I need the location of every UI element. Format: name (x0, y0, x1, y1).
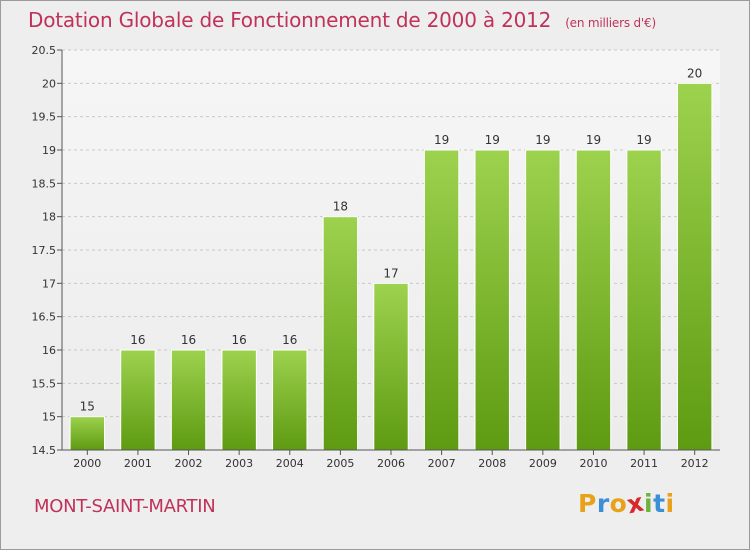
title-text: Dotation Globale de Fonctionnement de 20… (28, 8, 552, 32)
data-label-2009: 19 (535, 133, 550, 147)
x-tick-label-2001: 2001 (124, 457, 152, 470)
x-tick-label-2002: 2002 (175, 457, 203, 470)
x-tick-label-2005: 2005 (326, 457, 354, 470)
logo-letter: o (609, 489, 628, 518)
y-tick-label: 18 (42, 211, 56, 224)
y-tick-label: 15.5 (32, 377, 57, 390)
y-tick-label: 17.5 (32, 244, 57, 257)
data-label-2000: 15 (80, 400, 95, 414)
y-tick-label: 17 (42, 277, 56, 290)
y-tick-label: 18.5 (32, 177, 57, 190)
data-label-2001: 16 (130, 333, 145, 347)
data-label-2004: 16 (282, 333, 297, 347)
x-tick-label-2011: 2011 (630, 457, 658, 470)
data-label-2007: 19 (434, 133, 449, 147)
x-tick-label-2006: 2006 (377, 457, 405, 470)
bar-2010 (575, 149, 612, 451)
y-tick-label: 14.5 (32, 444, 57, 457)
bar-2007 (423, 149, 460, 451)
x-tick-label-2000: 2000 (73, 457, 101, 470)
data-label-2005: 18 (333, 200, 348, 214)
y-tick-label: 16 (42, 344, 56, 357)
data-label-2010: 19 (586, 133, 601, 147)
data-label-2008: 19 (485, 133, 500, 147)
x-tick-label-2012: 2012 (681, 457, 709, 470)
x-tick-label-2007: 2007 (428, 457, 456, 470)
chart-title: Dotation Globale de Fonctionnement de 20… (28, 8, 656, 32)
bar-2003 (221, 349, 257, 451)
y-tick-label: 19.5 (32, 111, 57, 124)
proxiti-logo: Proxiti (578, 488, 675, 520)
bar-2001 (120, 349, 156, 451)
logo-letter: P (578, 489, 597, 518)
logo-letter: t (653, 489, 666, 518)
bar-2000 (69, 416, 106, 451)
x-tick-label-2010: 2010 (579, 457, 607, 470)
unit-label: (en milliers d'€) (565, 16, 656, 30)
bar-2004 (272, 349, 308, 451)
x-tick-label-2008: 2008 (478, 457, 506, 470)
data-label-2003: 16 (232, 333, 247, 347)
logo-letter: i (644, 489, 654, 518)
bar-2006 (373, 282, 409, 451)
y-tick-label: 16.5 (32, 311, 57, 324)
logo-letter: i (665, 489, 675, 518)
bar-2011 (626, 149, 662, 451)
x-tick-label-2009: 2009 (529, 457, 557, 470)
data-label-2011: 19 (636, 133, 651, 147)
y-tick-label: 15 (42, 411, 56, 424)
bar-2012 (676, 82, 713, 451)
commune-name: MONT-SAINT-MARTIN (34, 496, 216, 517)
logo-letter: r (596, 489, 610, 518)
bar-2005 (322, 216, 359, 451)
bar-2002 (170, 349, 207, 451)
y-tick-label: 20.5 (32, 44, 57, 57)
x-tick-label-2004: 2004 (276, 457, 304, 470)
x-tick-label-2003: 2003 (225, 457, 253, 470)
data-label-2002: 16 (181, 333, 196, 347)
bar-2009 (525, 149, 561, 451)
data-label-2012: 20 (687, 66, 702, 80)
y-tick-label: 19 (42, 144, 56, 157)
y-tick-label: 20 (42, 77, 56, 90)
data-label-2006: 17 (383, 266, 398, 280)
bar-2008 (474, 149, 510, 451)
